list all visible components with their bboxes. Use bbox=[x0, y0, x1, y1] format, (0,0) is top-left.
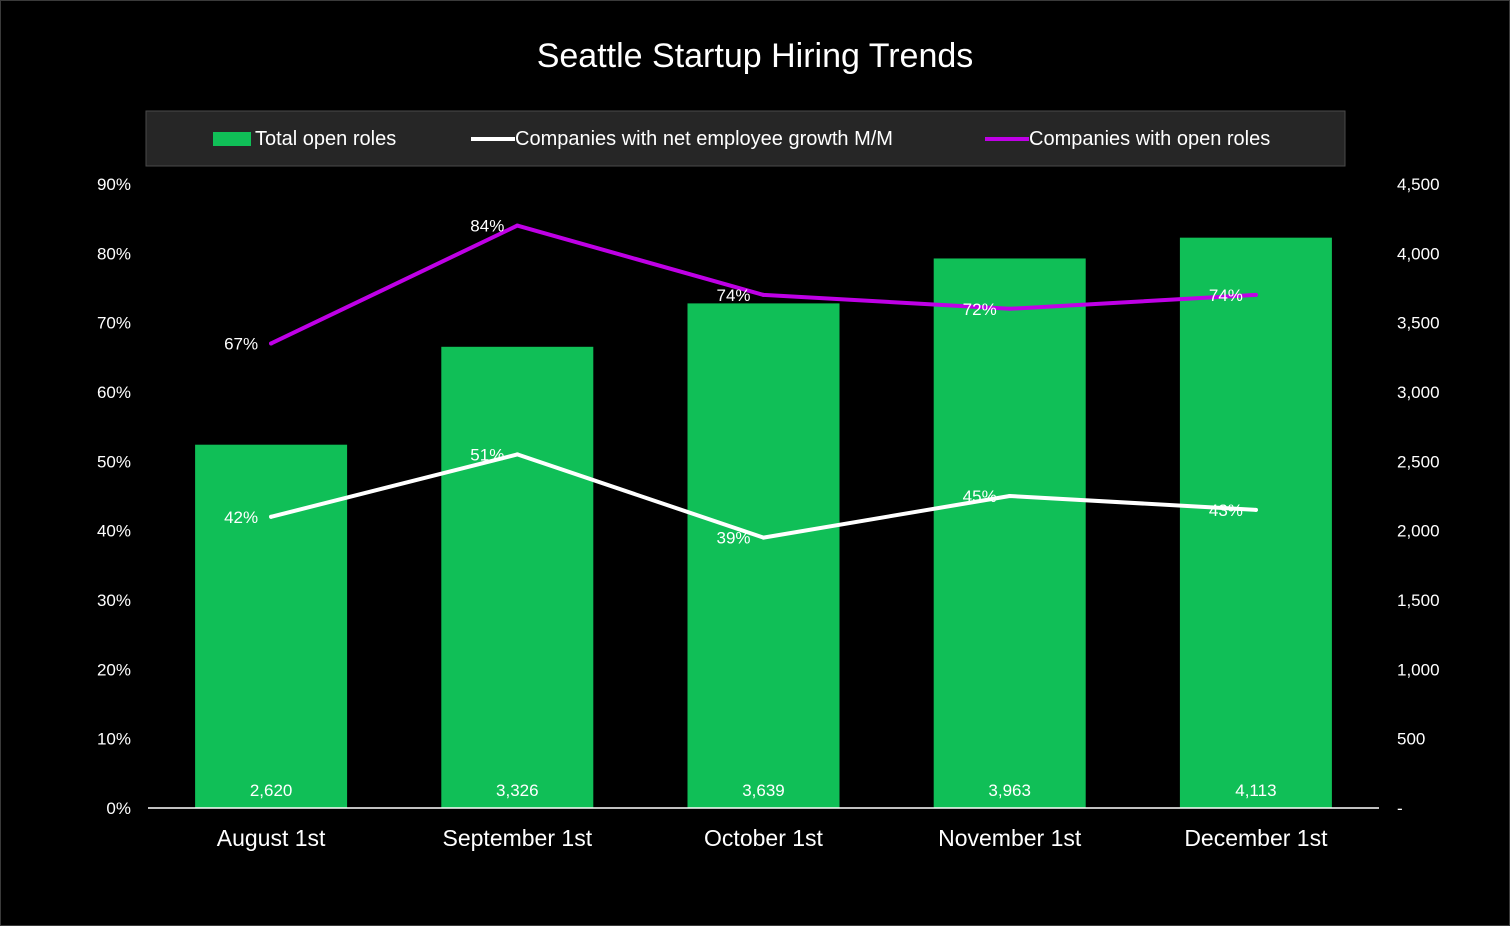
x-tick-label: October 1st bbox=[704, 825, 823, 851]
left-tick-label: 0% bbox=[106, 799, 131, 818]
left-tick-label: 90% bbox=[97, 175, 131, 194]
data-label-open-roles: 74% bbox=[716, 286, 750, 305]
x-tick-label: November 1st bbox=[938, 825, 1082, 851]
data-label-open-roles: 74% bbox=[1209, 286, 1243, 305]
point-net-growth bbox=[269, 514, 274, 519]
point-net-growth bbox=[761, 535, 766, 540]
right-tick-label: 3,000 bbox=[1397, 383, 1440, 402]
bar-total-open-roles bbox=[933, 258, 1086, 808]
right-tick-label: 3,500 bbox=[1397, 314, 1440, 333]
bar-labels: 2,620 3,326 3,639 3,963 4,113 bbox=[250, 781, 1277, 800]
left-tick-label: 30% bbox=[97, 591, 131, 610]
left-tick-label: 70% bbox=[97, 314, 131, 333]
data-label-net-growth: 45% bbox=[963, 487, 997, 506]
left-tick-label: 60% bbox=[97, 383, 131, 402]
data-label-net-growth: 42% bbox=[224, 508, 258, 527]
bar-total-open-roles bbox=[687, 303, 840, 808]
x-tick-label: August 1st bbox=[217, 825, 326, 851]
bar-value-label: 3,639 bbox=[742, 781, 785, 800]
right-tick-label: 500 bbox=[1397, 730, 1425, 749]
bar-value-label: 3,963 bbox=[988, 781, 1031, 800]
right-tick-label: 1,500 bbox=[1397, 591, 1440, 610]
left-tick-label: 10% bbox=[97, 730, 131, 749]
bar-total-open-roles bbox=[441, 346, 594, 808]
right-tick-label: - bbox=[1397, 799, 1403, 818]
bar-value-label: 4,113 bbox=[1235, 781, 1276, 800]
right-tick-label: 2,000 bbox=[1397, 522, 1440, 541]
left-axis: 0% 10% 20% 30% 40% 50% 60% 70% 80% 90% bbox=[97, 175, 131, 818]
point-open-roles bbox=[269, 341, 274, 346]
line-labels: 42% 51% 39% 45% 43% 67% 84% 74% 72% 74% bbox=[224, 217, 1243, 548]
x-tick-label: September 1st bbox=[443, 825, 593, 851]
data-label-open-roles: 84% bbox=[470, 217, 504, 236]
data-label-open-roles: 72% bbox=[963, 300, 997, 319]
point-open-roles bbox=[1253, 292, 1258, 297]
bar-value-label: 3,326 bbox=[496, 781, 539, 800]
legend-box bbox=[145, 110, 1346, 167]
legend-label-total-open-roles: Total open roles bbox=[255, 128, 396, 150]
data-label-net-growth: 43% bbox=[1209, 501, 1243, 520]
right-axis: - 500 1,000 1,500 2,000 2,500 3,000 3,500 4,000 4… bbox=[1397, 175, 1440, 818]
legend-label-open-roles: Companies with open roles bbox=[1029, 128, 1270, 150]
point-net-growth bbox=[1253, 507, 1258, 512]
bar-total-open-roles bbox=[195, 444, 348, 808]
bars bbox=[195, 237, 1332, 808]
left-tick-label: 80% bbox=[97, 244, 131, 263]
bar-total-open-roles bbox=[1179, 237, 1332, 808]
bar-value-label: 2,620 bbox=[250, 781, 293, 800]
data-label-net-growth: 39% bbox=[716, 529, 750, 548]
point-open-roles bbox=[515, 223, 520, 228]
point-open-roles bbox=[761, 292, 766, 297]
left-tick-label: 40% bbox=[97, 522, 131, 541]
point-open-roles bbox=[1007, 306, 1012, 311]
left-tick-label: 50% bbox=[97, 452, 131, 471]
left-tick-label: 20% bbox=[97, 660, 131, 679]
right-tick-label: 4,000 bbox=[1397, 244, 1440, 263]
chart-title: Seattle Startup Hiring Trends bbox=[537, 37, 974, 75]
data-label-open-roles: 67% bbox=[224, 334, 258, 353]
legend-label-net-growth: Companies with net employee growth M/M bbox=[515, 128, 893, 150]
right-tick-label: 2,500 bbox=[1397, 452, 1440, 471]
lines bbox=[269, 223, 1258, 540]
right-tick-label: 1,000 bbox=[1397, 660, 1440, 679]
data-label-net-growth: 51% bbox=[470, 445, 504, 464]
point-net-growth bbox=[1007, 494, 1012, 498]
point-net-growth bbox=[515, 452, 520, 457]
legend: Total open roles Companies with net empl… bbox=[145, 110, 1346, 167]
x-axis: August 1st September 1st October 1st Novemb… bbox=[217, 825, 1328, 851]
legend-swatch-total-open-roles bbox=[213, 132, 251, 146]
right-tick-label: 4,500 bbox=[1397, 175, 1440, 194]
x-tick-label: December 1st bbox=[1184, 825, 1328, 851]
